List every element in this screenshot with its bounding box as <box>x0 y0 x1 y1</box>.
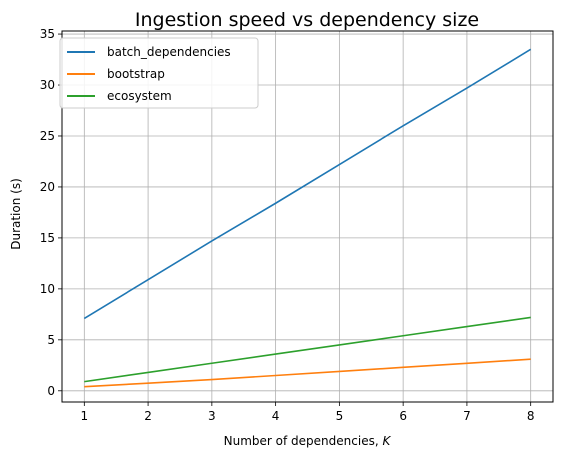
x-tick-label-3: 3 <box>208 409 216 423</box>
x-tick-label-2: 2 <box>144 409 152 423</box>
y-tick-label-10: 10 <box>40 282 55 296</box>
series-line-ecosystem <box>84 316 531 383</box>
plot-frame <box>61 30 554 403</box>
y-tick-label-5: 5 <box>47 333 55 347</box>
y-tick-label-35: 35 <box>40 27 55 41</box>
y-tick-label-25: 25 <box>40 129 55 143</box>
y-tick-label-30: 30 <box>40 78 55 92</box>
legend-frame <box>59 37 259 109</box>
x-axis-label: Number of dependencies, K <box>224 434 392 448</box>
x-tick-label-5: 5 <box>336 409 344 423</box>
series-lines <box>83 48 532 388</box>
x-tick-label-1: 1 <box>80 409 88 423</box>
x-tick-label-8: 8 <box>527 409 535 423</box>
chart-title: Ingestion speed vs dependency size <box>135 9 479 31</box>
x-axis-label-text: Number of dependencies, <box>224 434 383 448</box>
legend-label-bootstrap: bootstrap <box>107 67 165 81</box>
legend-label-ecosystem: ecosystem <box>107 89 172 103</box>
y-tick-label-15: 15 <box>40 231 55 245</box>
legend-label-batch-dependencies: batch_dependencies <box>107 45 231 59</box>
y-axis-label: Duration (s) <box>9 178 23 250</box>
series-line-bootstrap <box>84 358 531 388</box>
series-line-batch-dependencies <box>83 48 532 320</box>
legend: batch_dependencies bootstrap ecosystem <box>59 37 259 109</box>
x-tick-label-4: 4 <box>272 409 280 423</box>
x-tick-label-7: 7 <box>463 409 471 423</box>
y-tick-label-20: 20 <box>40 180 55 194</box>
x-axis-label-variable: K <box>382 434 391 448</box>
x-tick-label-6: 6 <box>399 409 407 423</box>
y-tick-label-0: 0 <box>47 384 55 398</box>
axis-ticks: 1 2 3 4 5 6 7 8 0 5 10 15 20 25 30 35 <box>40 27 535 423</box>
